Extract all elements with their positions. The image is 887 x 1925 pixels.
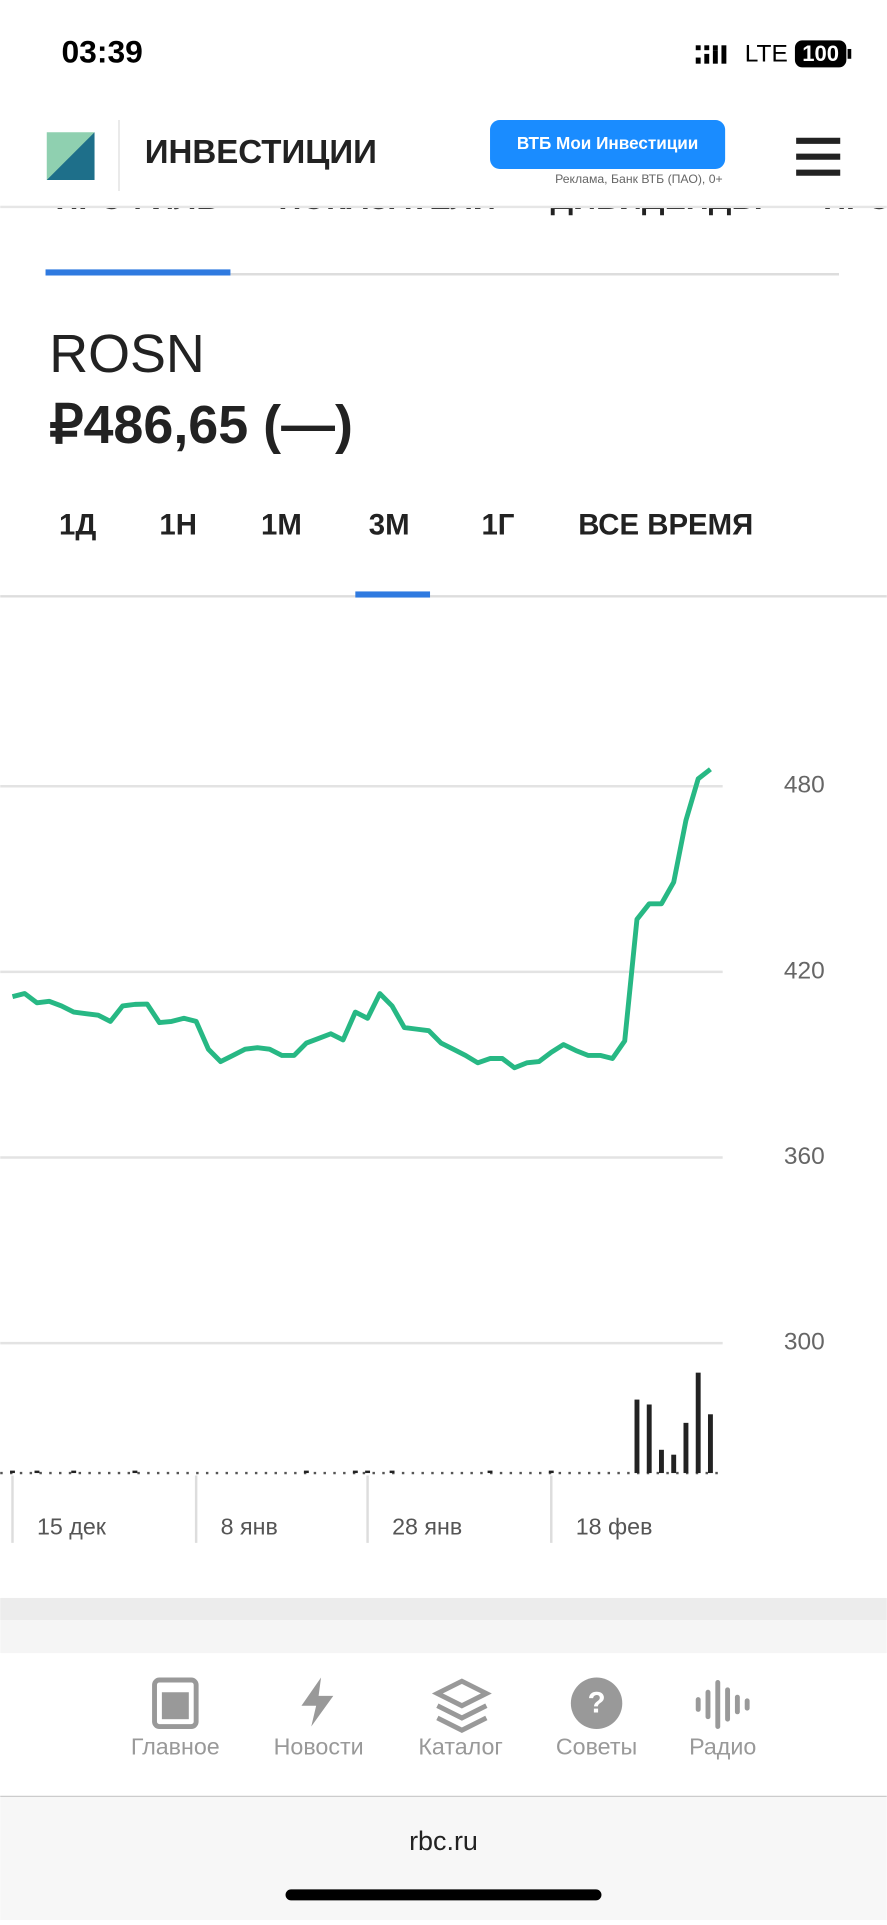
period-indicator xyxy=(355,591,431,598)
volume-bar xyxy=(548,1470,554,1474)
period[interactable]: 1М xyxy=(261,508,302,541)
home-indicator xyxy=(285,1889,602,1901)
volume-bar xyxy=(634,1399,640,1474)
ticker: ROSN xyxy=(49,324,205,384)
volume-bar xyxy=(659,1449,664,1474)
tab[interactable]: ДИВИДЕНДЫ xyxy=(550,180,762,216)
volume-bar xyxy=(707,1414,713,1474)
volume-bar xyxy=(365,1470,371,1474)
y-tick-label: 480 xyxy=(784,772,825,799)
y-tick-label: 420 xyxy=(784,957,825,984)
period[interactable]: 1Г xyxy=(481,508,514,541)
x-tick-label: 15 дек xyxy=(37,1513,107,1539)
nav-label[interactable]: Новости xyxy=(274,1734,364,1760)
tab[interactable]: ПОКАЗАТЕЛИ xyxy=(279,180,496,216)
signal xyxy=(695,45,727,64)
price: ₽486,65 (—) xyxy=(49,395,353,455)
y-tick-label: 360 xyxy=(784,1143,825,1170)
volume-bar xyxy=(683,1422,689,1474)
price-line xyxy=(11,767,712,1071)
volume-bar xyxy=(352,1470,358,1474)
x-tick-label: 8 янв xyxy=(221,1513,278,1539)
url[interactable]: rbc.ru xyxy=(409,1826,478,1856)
volume-bar xyxy=(646,1404,652,1474)
separator xyxy=(0,1620,887,1654)
tab-indicator xyxy=(45,269,231,276)
nav-label[interactable]: Советы xyxy=(556,1734,637,1760)
x-tick-label: 28 янв xyxy=(392,1513,462,1539)
ad-button[interactable] xyxy=(490,120,726,169)
volume-bar xyxy=(671,1454,677,1474)
url-bar xyxy=(0,1796,887,1920)
battery-tip xyxy=(847,48,852,59)
chart: 300 360 420 480 15 дек 8 янв 28 янв 18 фев xyxy=(0,767,825,1543)
ad-button-label[interactable]: ВТБ Мои Инвестиции xyxy=(517,133,699,153)
tab[interactable]: ПРОФИЛЬ xyxy=(56,180,220,216)
period[interactable]: 3М xyxy=(369,508,410,541)
separator xyxy=(0,1597,887,1620)
logo[interactable] xyxy=(46,132,95,180)
nav-label[interactable]: Каталог xyxy=(418,1734,503,1760)
svg-text:?: ? xyxy=(588,1686,606,1719)
time: 03:39 xyxy=(61,33,142,69)
site-title: ИНВЕСТИЦИИ xyxy=(145,134,377,171)
period[interactable]: ВСЕ ВРЕМЯ xyxy=(578,508,753,541)
tab[interactable]: ПРО xyxy=(823,180,887,216)
period[interactable]: 1Д xyxy=(59,508,96,541)
volume-bar xyxy=(303,1470,309,1474)
y-tick-label: 300 xyxy=(784,1329,825,1356)
x-tick-label: 18 фев xyxy=(576,1513,653,1539)
volume-bar xyxy=(487,1470,493,1474)
nav-icons: ? xyxy=(152,1677,750,1733)
volume-bar xyxy=(132,1470,138,1474)
period[interactable]: 1Н xyxy=(159,508,197,541)
volume-bar xyxy=(695,1372,701,1474)
nav-label[interactable]: Радио xyxy=(689,1734,756,1760)
battery-level: 100 xyxy=(802,41,839,66)
volume-bar xyxy=(10,1470,15,1474)
nav-label[interactable]: Главное xyxy=(131,1734,220,1760)
battery xyxy=(794,40,847,68)
ad-note: Реклама, Банк ВТБ (ПАО), 0+ xyxy=(555,172,723,186)
volume-bar xyxy=(34,1470,40,1474)
network: LTE xyxy=(745,41,788,68)
menu[interactable] xyxy=(796,137,841,176)
volume-bar xyxy=(389,1470,395,1474)
volume-bar xyxy=(71,1470,77,1474)
